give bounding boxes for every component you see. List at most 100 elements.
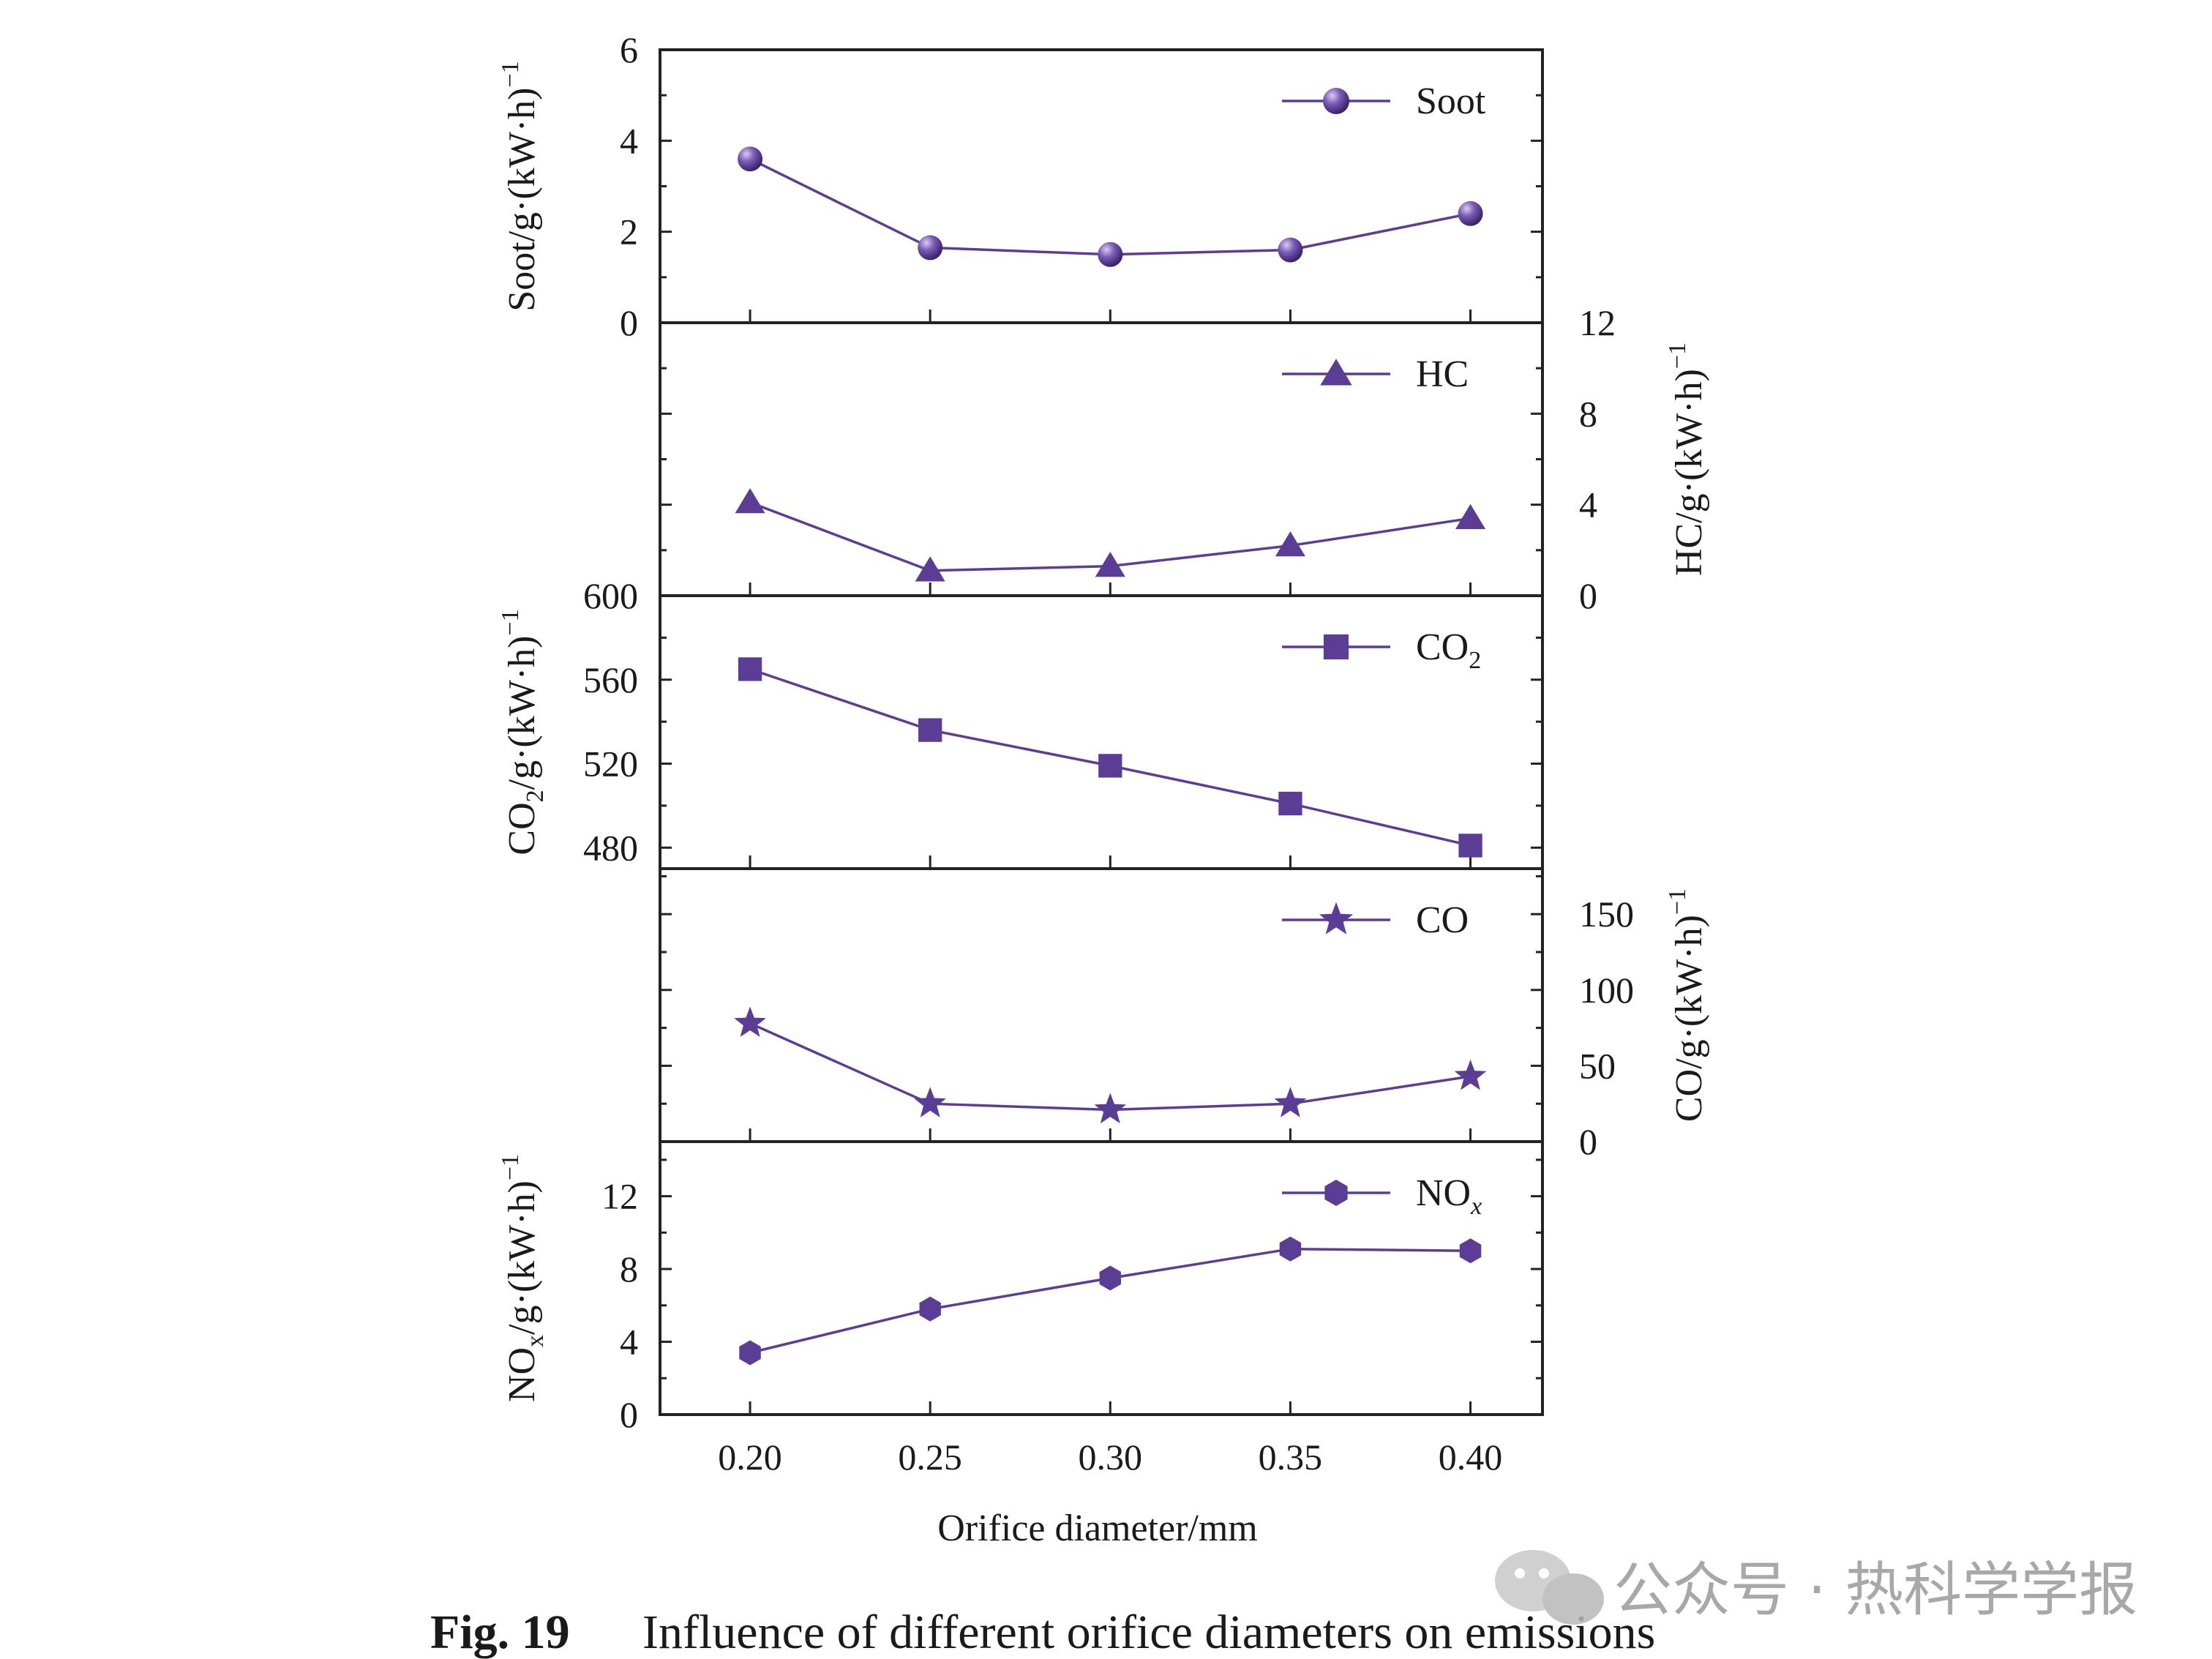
series-line-nox — [749, 1247, 1471, 1355]
y-axis-title-co2: CO2/g·(kW·h)−1 — [497, 609, 549, 855]
data-point-nox — [919, 1296, 941, 1322]
y-tick-label: 12 — [601, 1176, 638, 1217]
panel-frame — [659, 1140, 1544, 1416]
x-tick-label: 0.40 — [1439, 1437, 1503, 1478]
figure-caption: Fig. 19 Influence of different orifice d… — [430, 1606, 1655, 1659]
caption-text: Influence of different orifice diameters… — [642, 1606, 1655, 1659]
legend-label-soot: Soot — [1416, 80, 1486, 122]
y-axis-title-subscript: x — [522, 1335, 549, 1347]
data-point-hc — [915, 556, 945, 582]
legend-soot: Soot — [1282, 80, 1486, 122]
y-axis-title-nox: NOx/g·(kW·h)−1 — [497, 1154, 549, 1402]
chart-panels: 0246Soot/g·(kW·h)−1Soot04812HC/g·(kW·h)−… — [497, 29, 1710, 1435]
data-point-co2 — [918, 718, 942, 742]
data-point-co — [1274, 1087, 1307, 1117]
y-axis-title-subscript: 2 — [522, 790, 549, 802]
panel-frame — [659, 48, 1544, 324]
panel-co: 0 50 100 150 CO/g·(kW·h)−1 CO — [659, 867, 1710, 1162]
y-tick-label: 480 — [583, 827, 638, 868]
y-tick-label: 6 — [620, 29, 638, 70]
data-point-co — [734, 1006, 766, 1037]
data-point-co2 — [1098, 754, 1122, 778]
data-point-soot — [738, 146, 763, 172]
data-point-hc — [1095, 552, 1125, 577]
legend-co2: CO2 — [1282, 626, 1481, 674]
panel-hc: 0 4 8 12 HC/g·(kW·h)−1 HC — [659, 302, 1710, 616]
y-axis-title-unit: /g·(kW·h) — [501, 1180, 543, 1335]
x-tick-label: 0.20 — [718, 1437, 782, 1478]
y-axis-title-superscript: −1 — [1664, 888, 1691, 915]
y-tick-label: 600 — [583, 575, 638, 616]
data-point-nox — [1099, 1265, 1121, 1291]
y-tick-label: 12 — [1579, 302, 1616, 343]
x-axis: 0.20 0.25 0.30 0.35 0.40 — [718, 1437, 1502, 1478]
y-axis-title-unit: /g·(kW·h) — [501, 636, 543, 790]
y-tick-label: 8 — [620, 1248, 638, 1289]
legend-marker-co2 — [1323, 634, 1349, 660]
data-point-soot — [918, 235, 943, 261]
y-axis-title-soot: Soot/g·(kW·h)−1 — [497, 61, 543, 311]
y-tick-label: 150 — [1579, 894, 1634, 935]
legend-name-subscript: x — [1470, 1193, 1482, 1220]
watermark: 公众号 · 热科学学报 — [1495, 1550, 2137, 1625]
data-point-co — [1454, 1059, 1487, 1090]
legend-marker-co — [1319, 902, 1354, 935]
legend-co: CO — [1282, 899, 1469, 941]
y-axis-title-hc: HC/g·(kW·h)−1 — [1664, 342, 1710, 576]
legend-marker-soot — [1323, 88, 1349, 114]
data-point-co2 — [738, 657, 762, 681]
y-axis-title-text: CO/g·(kW·h) — [1668, 915, 1710, 1122]
data-point-nox — [1279, 1236, 1302, 1262]
data-point-hc — [1275, 531, 1305, 557]
x-tick-label: 0.35 — [1259, 1437, 1323, 1478]
legend-name: HC — [1416, 353, 1469, 395]
legend-label-co2: CO2 — [1416, 626, 1481, 674]
panel-soot: 0 2 4 6 Soot/g·(kW·h)−1 Soot — [497, 29, 1544, 343]
wechat-icon — [1495, 1550, 1604, 1625]
legend-name-subscript: 2 — [1469, 647, 1481, 674]
y-axis-title-text: CO — [501, 802, 543, 855]
legend-name: CO — [1416, 899, 1469, 941]
x-axis-title: Orifice diameter/mm — [937, 1508, 1257, 1549]
y-tick-label: 4 — [1579, 484, 1597, 525]
data-point-nox — [739, 1340, 761, 1366]
y-tick-label: 2 — [620, 211, 638, 252]
legend-marker-hc — [1320, 359, 1352, 386]
y-axis-title-co: CO/g·(kW·h)−1 — [1664, 888, 1710, 1122]
y-axis-title-superscript: −1 — [497, 1154, 524, 1180]
y-tick-label: 0 — [1579, 1121, 1597, 1162]
y-tick-label: 0 — [620, 1394, 638, 1435]
data-point-hc — [1455, 503, 1486, 529]
data-point-nox — [1459, 1238, 1482, 1264]
legend-name: NO — [1416, 1172, 1471, 1214]
caption-label: Fig. 19 — [430, 1606, 570, 1659]
legend-label-nox: NOx — [1416, 1172, 1482, 1220]
data-point-soot — [1458, 201, 1483, 226]
data-point-co2 — [1278, 791, 1302, 816]
series-line-soot — [749, 157, 1471, 256]
y-tick-label: 8 — [1579, 393, 1597, 434]
y-axis-title-superscript: −1 — [497, 609, 524, 635]
legend-label-co: CO — [1416, 899, 1469, 941]
legend-hc: HC — [1282, 353, 1469, 395]
x-tick-label: 0.30 — [1079, 1437, 1143, 1478]
y-tick-label: 4 — [620, 120, 638, 161]
y-axis-title-superscript: −1 — [1664, 342, 1691, 369]
y-axis-title-text: Soot/g·(kW·h) — [501, 88, 543, 312]
y-axis-title-text: HC/g·(kW·h) — [1668, 369, 1710, 576]
data-point-co — [914, 1087, 946, 1117]
legend-name: Soot — [1416, 80, 1486, 122]
y-axis-title-superscript: −1 — [497, 61, 524, 87]
y-tick-label: 100 — [1579, 970, 1634, 1011]
legend-name: CO — [1416, 626, 1469, 668]
y-tick-label: 0 — [620, 302, 638, 343]
y-tick-label: 4 — [620, 1322, 638, 1363]
panel-frame — [659, 321, 1544, 597]
data-point-hc — [735, 488, 765, 514]
legend-nox: NOx — [1282, 1172, 1482, 1220]
data-point-co2 — [1458, 834, 1482, 858]
legend-marker-nox — [1324, 1180, 1348, 1206]
